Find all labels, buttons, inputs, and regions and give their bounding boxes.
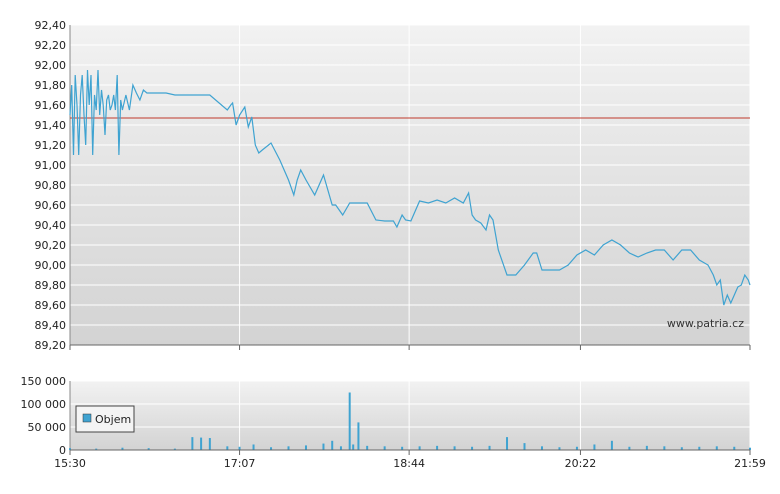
volume-bar [418,446,421,450]
volume-bar [95,448,98,450]
volume-bar [471,446,474,450]
volume-bar [523,443,526,450]
volume-bar [121,447,124,450]
x-tick-label: 18:44 [393,457,425,470]
price-tick-label: 89,40 [35,319,67,332]
price-grid [69,24,751,346]
x-tick-label: 21:59 [734,457,766,470]
volume-bar [287,446,290,450]
price-tick-label: 89,20 [35,339,67,352]
volume-bar [488,445,491,450]
volume-bar [628,446,631,450]
price-tick-label: 90,00 [35,259,67,272]
volume-legend: Objem [75,405,135,433]
volume-bar [401,446,404,450]
price-tick-label: 90,60 [35,199,67,212]
volume-bar [331,440,334,450]
volume-bar [322,443,325,450]
volume-tick-label: 0 [59,444,66,457]
volume-bar [663,446,666,450]
volume-bar [610,440,613,450]
price-tick-label: 91,20 [35,139,67,152]
volume-bar [645,445,648,450]
price-tick-label: 91,40 [35,119,67,132]
price-tick-label: 91,80 [35,79,67,92]
volume-bar [226,446,229,450]
volume-bar [348,392,351,450]
watermark-text: www.patria.cz [667,317,744,330]
volume-bar [173,448,176,450]
price-panel: 92,40 92,20 92,00 91,80 91,60 91,40 91,20 91,00… [35,19,751,352]
price-tick-label: 92,40 [35,19,67,32]
price-series-line [69,69,751,306]
volume-bar [383,446,386,450]
time-x-axis: 15:30 17:07 18:44 20:22 21:59 [54,344,766,470]
legend-label: Objem [95,413,131,426]
volume-bar [191,437,194,450]
volume-bar [575,446,578,450]
volume-tick-label: 50 000 [28,421,67,434]
price-tick-label: 91,00 [35,159,67,172]
price-tick-label: 89,80 [35,279,67,292]
price-tick-label: 90,40 [35,219,67,232]
volume-bar [357,422,360,450]
volume-tick-label: 150 000 [21,375,67,388]
price-tick-label: 89,60 [35,299,67,312]
volume-bar [436,445,439,450]
x-tick-label: 20:22 [565,457,597,470]
volume-bar [238,446,241,450]
volume-plot-area [70,381,750,450]
volume-bar [366,445,369,450]
price-tick-label: 90,20 [35,239,67,252]
volume-tick-label: 100 000 [21,398,67,411]
volume-bar [540,446,543,450]
volume-bar [147,448,150,450]
volume-bar [270,447,273,450]
price-tick-label: 92,20 [35,39,67,52]
price-y-axis: 92,40 92,20 92,00 91,80 91,60 91,40 91,20 91,00… [35,19,71,352]
volume-bar [304,445,307,450]
x-tick-label: 17:07 [224,457,256,470]
volume-bar [69,448,71,450]
volume-bar [698,446,701,450]
volume-bar [733,446,736,450]
volume-y-axis: 150 000 100 000 50 000 0 [21,375,71,457]
price-tick-label: 90,80 [35,179,67,192]
volume-bars [69,392,751,450]
volume-bar [208,438,211,450]
price-tick-label: 91,60 [35,99,67,112]
volume-bar [593,444,596,450]
volume-bar [352,444,355,450]
volume-bar [506,437,509,450]
volume-bar [252,444,255,450]
volume-bar [558,447,561,450]
volume-bar [749,447,751,450]
volume-panel: 150 000 100 000 50 000 0 Objem [21,375,751,457]
x-tick-label: 15:30 [54,457,86,470]
legend-swatch [82,413,92,423]
volume-bar [453,446,456,450]
volume-bar [680,447,683,450]
volume-bar [715,446,718,450]
volume-bar [339,446,342,450]
volume-bar [200,437,203,450]
price-tick-label: 92,00 [35,59,67,72]
